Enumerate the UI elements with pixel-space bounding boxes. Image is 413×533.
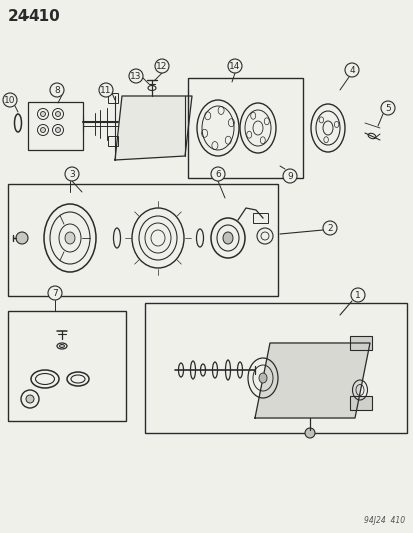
Circle shape [211, 167, 224, 181]
Text: 11: 11 [100, 85, 112, 94]
Circle shape [48, 286, 62, 300]
Circle shape [40, 127, 45, 133]
Text: 2: 2 [326, 223, 332, 232]
Polygon shape [254, 343, 369, 418]
Bar [108, 93, 118, 103]
Circle shape [99, 83, 113, 97]
Bar [349, 336, 371, 350]
Text: 8: 8 [54, 85, 60, 94]
Bar [188, 78, 302, 178]
Text: 5: 5 [384, 103, 390, 112]
Circle shape [282, 169, 296, 183]
Text: 1: 1 [354, 290, 360, 300]
Text: 24: 24 [8, 9, 29, 24]
Circle shape [344, 63, 358, 77]
Ellipse shape [259, 373, 266, 383]
Text: 7: 7 [52, 288, 58, 297]
Circle shape [55, 111, 60, 117]
Text: –: – [21, 9, 28, 24]
Circle shape [16, 232, 28, 244]
Bar [8, 184, 277, 296]
Text: 12: 12 [156, 61, 167, 70]
Text: 10: 10 [4, 95, 16, 104]
Circle shape [129, 69, 142, 83]
Bar [349, 396, 371, 410]
Circle shape [40, 111, 45, 117]
Text: 13: 13 [130, 71, 141, 80]
Bar [28, 102, 83, 150]
Circle shape [26, 395, 34, 403]
Text: 410: 410 [28, 9, 59, 24]
Text: 14: 14 [229, 61, 240, 70]
Bar [108, 136, 118, 146]
Circle shape [154, 59, 169, 73]
Text: 3: 3 [69, 169, 75, 179]
Text: 9: 9 [287, 172, 292, 181]
Ellipse shape [223, 232, 233, 244]
Text: 94J24  410: 94J24 410 [363, 516, 404, 525]
Circle shape [55, 127, 60, 133]
Circle shape [304, 428, 314, 438]
Text: 6: 6 [215, 169, 221, 179]
Circle shape [65, 167, 79, 181]
Circle shape [3, 93, 17, 107]
Circle shape [350, 288, 364, 302]
Bar [8, 311, 126, 421]
Circle shape [228, 59, 242, 73]
Ellipse shape [65, 232, 75, 244]
Polygon shape [115, 96, 192, 160]
Ellipse shape [59, 344, 64, 348]
Bar [145, 303, 406, 433]
Circle shape [50, 83, 64, 97]
Circle shape [380, 101, 394, 115]
Bar [252, 213, 267, 223]
Circle shape [322, 221, 336, 235]
Text: 4: 4 [348, 66, 354, 75]
